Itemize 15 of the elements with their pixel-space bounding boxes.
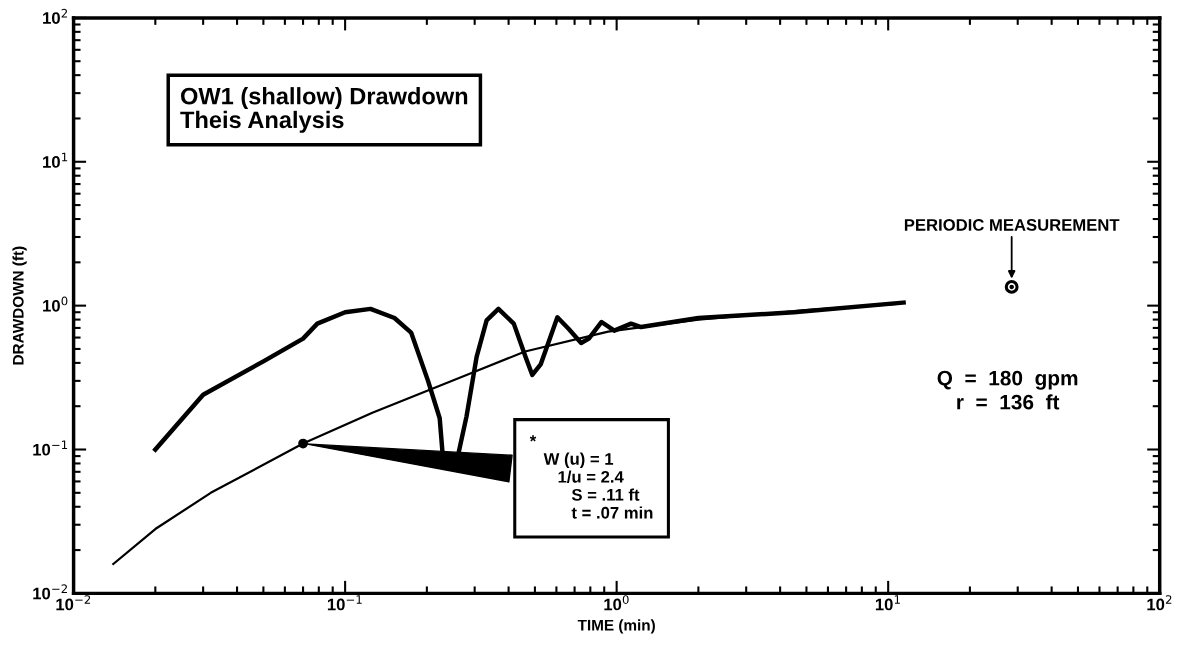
annotation: PERIODIC MEASUREMENT: [904, 219, 1120, 231]
x-axis-title: TIME (min): [577, 619, 655, 634]
x-tick-label: 10$^{1}$: [875, 595, 900, 611]
x-tick-label: 10$^{2}$: [1147, 595, 1172, 611]
y-tick-label: 10$^{2}$: [43, 8, 68, 24]
x-tick-label: 10$^{−2}$: [56, 595, 91, 611]
x-tick-label: 10$^{0}$: [604, 595, 629, 611]
y-tick-label: 10$^{−1}$: [33, 440, 68, 456]
y-axis-title: DRAWDOWN (ft): [12, 246, 27, 365]
y-tick-label: 10$^{1}$: [43, 152, 68, 168]
text: OW1 (shallow) Drawdown Theis Analysis: [180, 87, 468, 133]
annotation: * W (u) = 1 1/u = 2.4 S = .11 ft t = .07 min: [529, 435, 653, 519]
x-tick-label: 10$^{−1}$: [327, 595, 362, 611]
annotation: Q = 180 gpm r = 136 ft: [937, 370, 1078, 410]
y-tick-label: 10$^{0}$: [43, 296, 68, 312]
